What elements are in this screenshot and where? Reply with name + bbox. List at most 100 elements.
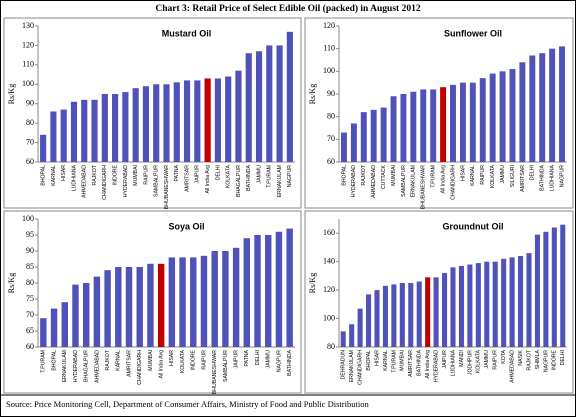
- panel-title: Sunflower Oil: [444, 28, 502, 38]
- panel-title: Mustard Oil: [162, 28, 212, 38]
- bar: [509, 257, 515, 347]
- bar: [157, 263, 165, 347]
- bar: [458, 265, 464, 347]
- bar: [61, 302, 68, 347]
- y-tick-label: 80: [26, 118, 34, 127]
- x-tick-label: ERNAKULAM: [411, 165, 417, 197]
- bar: [509, 69, 516, 162]
- bar: [72, 284, 79, 347]
- bar: [40, 134, 47, 162]
- bar: [179, 257, 186, 347]
- x-tick-label: BHOPAL: [41, 165, 47, 186]
- x-tick-label: T.PURAM: [391, 350, 397, 373]
- x-tick-label: KOLKATA: [180, 349, 186, 373]
- y-tick-label: 120: [323, 285, 335, 294]
- bar: [255, 51, 263, 162]
- bar: [163, 84, 170, 162]
- bar: [370, 109, 377, 162]
- x-tick-label: MUMBAI: [133, 165, 139, 186]
- bar: [551, 227, 557, 347]
- bar: [430, 89, 437, 162]
- x-tick-label: RAIPUR: [143, 165, 149, 185]
- x-tick-label: BATHINDA: [246, 164, 252, 190]
- x-tick-label: MANDI: [459, 350, 465, 367]
- bar: [136, 267, 143, 347]
- x-tick-label: T.PURAM: [267, 165, 273, 188]
- bar: [190, 257, 197, 347]
- x-tick-label: MUMBAI: [391, 165, 397, 186]
- x-tick-label: T.PURAM: [41, 350, 47, 373]
- x-tick-label: ERNAKULAM: [62, 350, 68, 382]
- x-tick-label: AHMEDABAD: [94, 350, 100, 383]
- y-tick-label: 70: [26, 137, 34, 146]
- bar: [50, 308, 58, 347]
- bar: [235, 70, 242, 162]
- y-tick-label: 140: [323, 256, 335, 265]
- x-tick-label: AMRITSAR: [126, 350, 132, 377]
- bar: [357, 308, 363, 347]
- source-note: Source: Price Monitoring Cell, Departmen…: [6, 399, 369, 409]
- bar: [112, 94, 119, 162]
- bar: [519, 62, 526, 163]
- bar: [232, 247, 240, 347]
- bar: [492, 261, 498, 347]
- x-tick-label: CHANDIGARH: [357, 350, 363, 385]
- x-tick-label: RAJKOT: [361, 164, 367, 185]
- bar: [214, 78, 221, 162]
- x-tick-label: All India Avg: [440, 165, 446, 194]
- bar: [243, 238, 251, 347]
- bar: [450, 84, 456, 162]
- bar: [225, 76, 232, 162]
- x-tick-label: LUDHIANA: [550, 164, 556, 191]
- x-tick-label: NAGPUR: [559, 165, 565, 187]
- bar: [173, 82, 180, 162]
- x-tick-label: SHIMLA: [535, 349, 541, 369]
- x-tick-label: BHOPAL: [51, 350, 57, 371]
- x-tick-label: AMRITSAR: [520, 165, 526, 192]
- y-tick-label: 90: [327, 89, 335, 98]
- x-tick-label: HYDERABAD: [73, 350, 79, 383]
- x-tick-label: DEHRADUN: [341, 350, 347, 380]
- x-tick-label: INDORE: [112, 164, 118, 185]
- bar: [286, 31, 293, 163]
- y-tick-label: 80: [26, 278, 34, 287]
- x-tick-label: BHOPAL: [366, 350, 372, 371]
- x-tick-label: JAIPUR: [195, 165, 201, 184]
- y-tick-label: 120: [22, 40, 34, 49]
- bar: [340, 331, 346, 347]
- x-tick-label: RAJKOT: [105, 349, 111, 370]
- x-tick-label: KARNAL: [383, 350, 389, 371]
- y-tick-label: 160: [323, 228, 335, 237]
- bar: [425, 277, 431, 347]
- x-tick-label: KOTA: [501, 349, 507, 363]
- x-tick-label: HISAR: [374, 350, 380, 366]
- bar: [499, 71, 506, 162]
- x-tick-label: BHAGALPUR: [236, 165, 242, 197]
- bar: [254, 235, 261, 347]
- panel-title: Groundnut Oil: [443, 221, 504, 231]
- x-tick-label: AHMEDABAD: [509, 350, 515, 383]
- x-tick-label: BHAGALPUR: [84, 350, 90, 382]
- bar: [484, 261, 490, 347]
- x-tick-label: NAGPUR: [276, 350, 282, 372]
- y-axis-label: Rs/Kg: [7, 273, 16, 293]
- bar: [501, 258, 507, 347]
- bar: [153, 84, 160, 162]
- bar: [380, 107, 387, 162]
- x-tick-label: All India Avg: [205, 165, 211, 194]
- bar: [400, 94, 407, 162]
- bar: [366, 294, 372, 347]
- x-tick-label: DELHI: [560, 350, 566, 365]
- x-tick-label: DELHI: [215, 165, 221, 180]
- x-tick-label: MUMBAI: [400, 350, 406, 371]
- bar: [529, 55, 536, 162]
- y-tick-label: 95: [26, 230, 34, 239]
- y-tick-label: 65: [26, 326, 34, 335]
- bar: [142, 86, 150, 162]
- x-tick-label: CUTTACK: [381, 164, 387, 189]
- x-tick-label: JAIPUR: [442, 350, 448, 369]
- bar: [360, 112, 367, 162]
- x-tick-label: ERNAKULAM: [349, 350, 355, 382]
- figure-title: Chart 3: Retail Price of Select Edible O…: [155, 3, 420, 14]
